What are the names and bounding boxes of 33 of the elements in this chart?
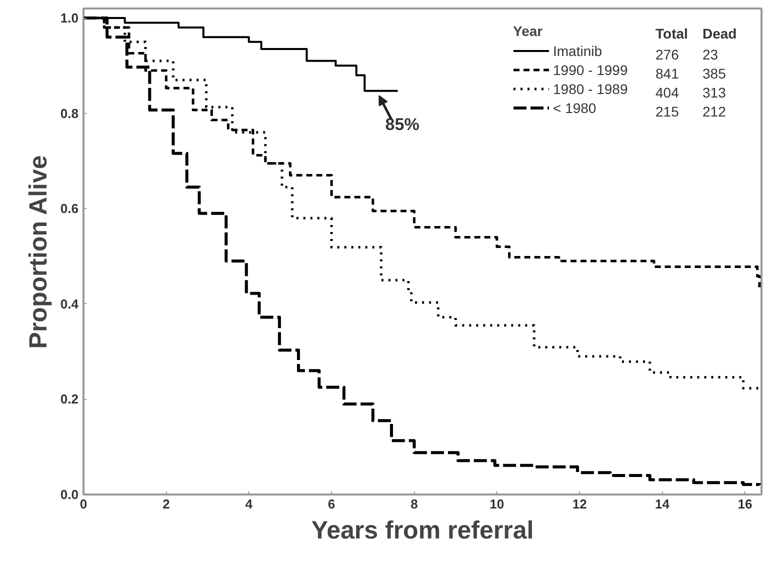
legend-label: 1990 - 1999 (553, 60, 628, 79)
y-tick-label: 1.0 (60, 10, 79, 26)
annotation: 23 (702, 46, 718, 62)
annotation: 313 (702, 84, 726, 100)
annotation: 85% (385, 114, 420, 134)
x-tick-label: 14 (655, 496, 670, 512)
x-tick-label: 2 (162, 496, 170, 512)
y-tick-label: 0.2 (60, 392, 79, 407)
y-tick-label: 0.6 (60, 201, 79, 216)
x-axis-title: Years from referral (311, 516, 534, 544)
x-tick-label: 8 (410, 496, 418, 512)
annotation: 212 (702, 104, 726, 120)
annotation: Dead (702, 26, 737, 42)
x-tick-label: 16 (738, 496, 752, 512)
y-tick-label: 0.0 (60, 487, 79, 502)
x-tick-label: 12 (572, 496, 587, 512)
annotation: 404 (656, 84, 680, 100)
legend-title: Year (513, 23, 544, 39)
x-tick-label: 6 (328, 496, 336, 512)
y-tick-label: 0.8 (60, 106, 79, 121)
y-axis-title: Proportion Alive (24, 155, 52, 349)
legend-label: 1980 - 1989 (553, 80, 628, 98)
legend-label: Imatinib (553, 42, 602, 60)
x-tick-label: 4 (245, 496, 254, 512)
x-tick-label: 0 (80, 496, 88, 512)
annotation: Total (656, 26, 688, 42)
annotation: 841 (656, 66, 680, 82)
annotation: 215 (656, 104, 680, 120)
legend-label: < 1980 (553, 98, 596, 117)
annotation: 276 (656, 46, 680, 62)
y-tick-label: 0.4 (60, 296, 80, 312)
annotation: 385 (702, 66, 726, 82)
x-tick-label: 10 (490, 496, 504, 512)
